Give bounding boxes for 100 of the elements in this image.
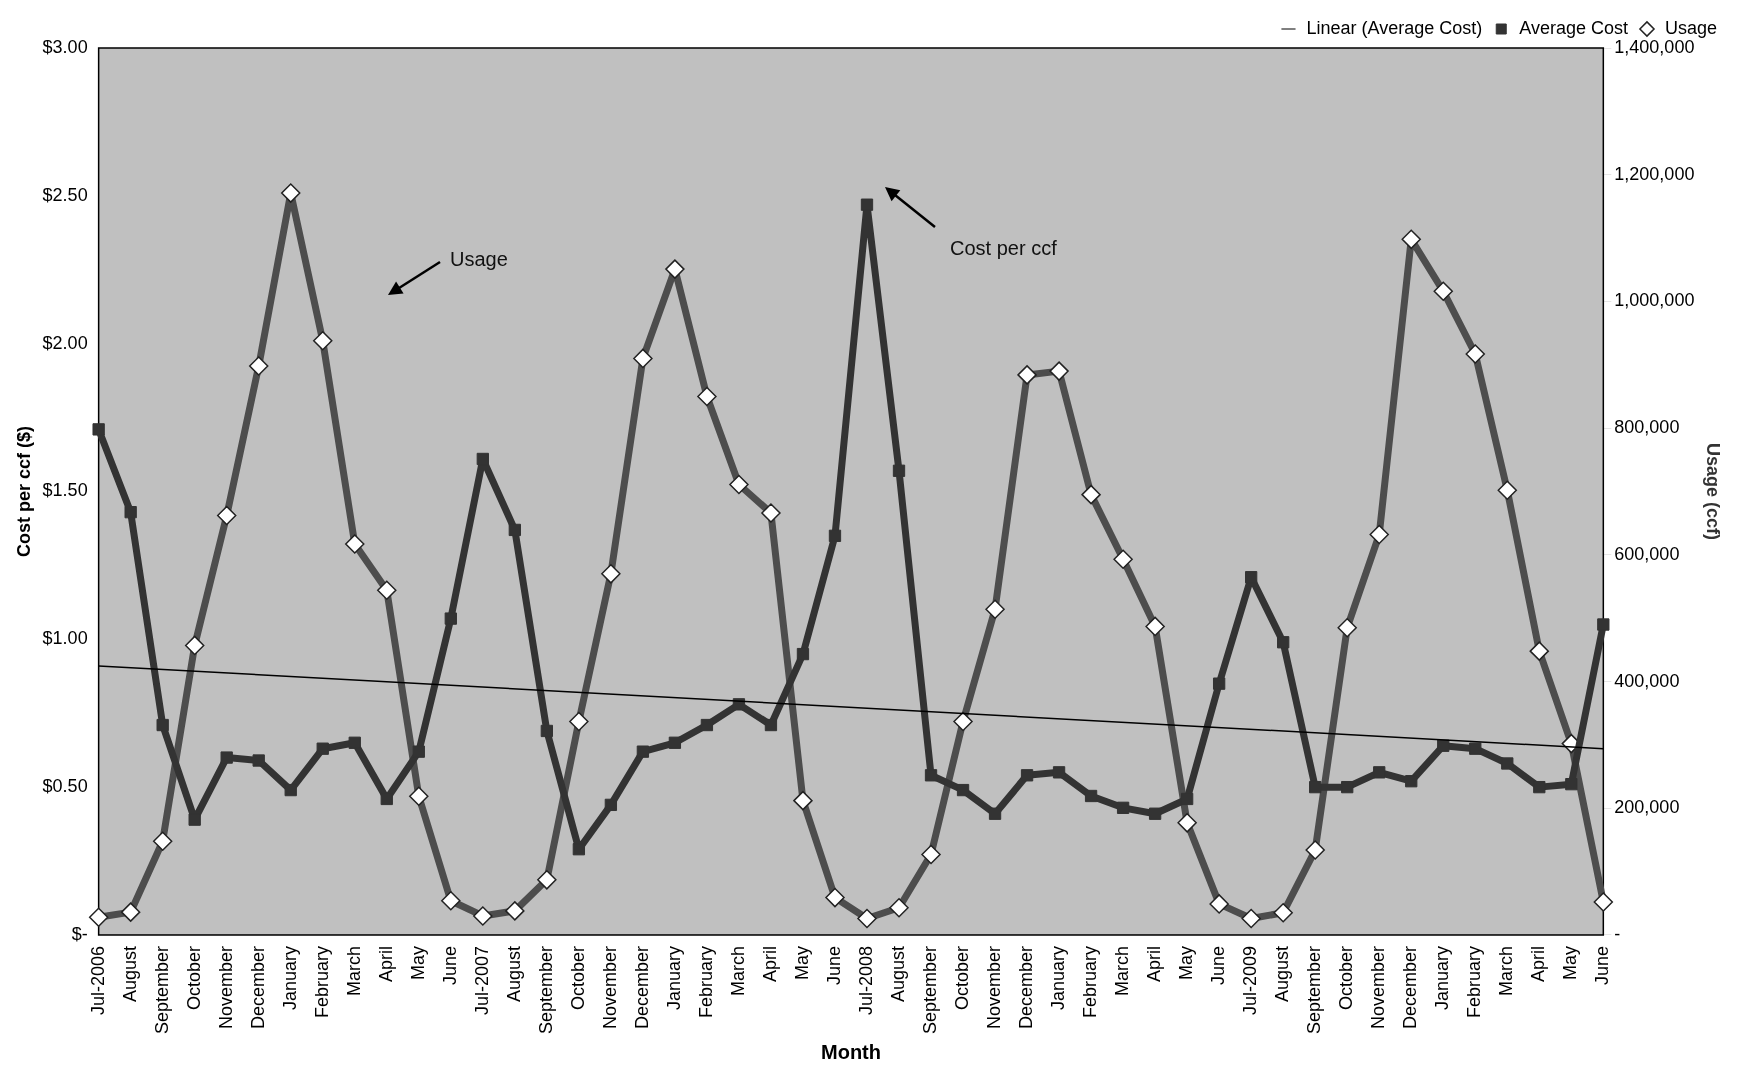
x-tick-label: March [343, 945, 364, 996]
point [476, 452, 489, 466]
y2-tick-label: 400,000 [1614, 670, 1680, 691]
point [1081, 484, 1101, 505]
x-tick-label: October [1336, 945, 1357, 1010]
point [120, 902, 141, 922]
x-tick-label: May [1560, 945, 1581, 980]
point [444, 612, 457, 625]
x-tick-label: May [407, 945, 428, 980]
y-tick-label: $1.50 [42, 480, 88, 501]
point [604, 798, 618, 812]
x-tick-label: August [887, 945, 908, 1002]
point [156, 718, 169, 732]
y2-tick-label: 1,400,000 [1614, 36, 1695, 57]
point [572, 843, 586, 856]
point [537, 870, 557, 890]
x-tick-label: March [727, 945, 748, 996]
point [313, 330, 333, 351]
point [92, 423, 105, 436]
point [1245, 571, 1258, 584]
y-axis-title: Cost per ccf ($) [13, 425, 34, 557]
y-tick-label: $2.00 [42, 332, 88, 353]
x-tick-label: October [567, 945, 588, 1010]
point [88, 907, 109, 927]
point [1020, 769, 1034, 782]
point [697, 386, 717, 407]
point [796, 647, 810, 661]
y2-tick-label: 600,000 [1614, 543, 1680, 564]
x-tick-label: September [919, 945, 940, 1035]
point [1177, 813, 1197, 833]
point [569, 711, 589, 732]
annotation: Cost per ccf [950, 237, 1057, 260]
point [1501, 757, 1514, 770]
point [348, 736, 361, 749]
y2-tick-label: 200,000 [1614, 797, 1680, 818]
point [1145, 616, 1165, 637]
point [988, 807, 1002, 820]
point [152, 831, 173, 851]
point [668, 736, 682, 749]
point [1369, 524, 1389, 545]
point [409, 786, 429, 806]
y-tick-label: $0.50 [42, 776, 88, 797]
x-tick-label: April [1528, 945, 1549, 982]
x-tick-label: December [631, 945, 652, 1029]
point [380, 792, 393, 806]
point [601, 564, 621, 584]
x-tick-label: November [1368, 945, 1389, 1029]
x-tick-label: January [663, 945, 684, 1010]
x-tick-label: January [1048, 945, 1069, 1010]
y2-axis-title: Usage (ccf) [1703, 442, 1724, 540]
point [184, 635, 205, 656]
point [1405, 775, 1418, 788]
point [345, 534, 365, 554]
legend-label: Linear (Average Cost) [1306, 17, 1483, 38]
point [1597, 618, 1610, 631]
x-tick-label: February [311, 945, 332, 1018]
point [441, 890, 461, 911]
point [1497, 480, 1518, 500]
point [793, 790, 813, 811]
y2-tick-label: 1,200,000 [1614, 163, 1695, 184]
x-tick-label: March [1112, 945, 1133, 996]
point [1084, 789, 1098, 803]
point [1052, 766, 1066, 779]
point [1341, 780, 1354, 794]
point [1401, 229, 1421, 250]
point [1593, 892, 1614, 912]
point [1465, 344, 1486, 364]
x-tick-label: February [1464, 945, 1485, 1018]
point [700, 718, 714, 732]
x-tick-label: August [503, 945, 524, 1002]
point [729, 474, 749, 495]
point [860, 198, 874, 211]
point [825, 887, 845, 908]
point [761, 503, 781, 523]
y2-tick-label: - [1614, 923, 1621, 944]
point [1337, 617, 1357, 638]
point [284, 783, 297, 797]
point [412, 745, 425, 758]
point [1309, 780, 1322, 794]
point [1241, 908, 1261, 929]
x-tick-label: Jul-2006 [87, 945, 108, 1015]
x-tick-label: April [375, 945, 396, 982]
y2-tick-label: 800,000 [1614, 417, 1680, 438]
point [1116, 801, 1130, 814]
x-tick-label: August [1272, 945, 1293, 1002]
point [889, 897, 909, 918]
x-tick-label: Jul-2009 [1240, 945, 1261, 1015]
x-tick-label: November [599, 945, 620, 1029]
x-tick-label: October [183, 945, 204, 1010]
point [764, 718, 778, 732]
point [985, 599, 1005, 620]
x-tick-label: January [1432, 945, 1453, 1010]
point [636, 745, 650, 758]
point [892, 464, 906, 477]
point [220, 751, 233, 764]
point [1437, 739, 1450, 752]
point [1565, 778, 1578, 791]
point [1277, 636, 1290, 649]
y-tick-label: $3.00 [42, 36, 88, 57]
point [124, 506, 137, 519]
